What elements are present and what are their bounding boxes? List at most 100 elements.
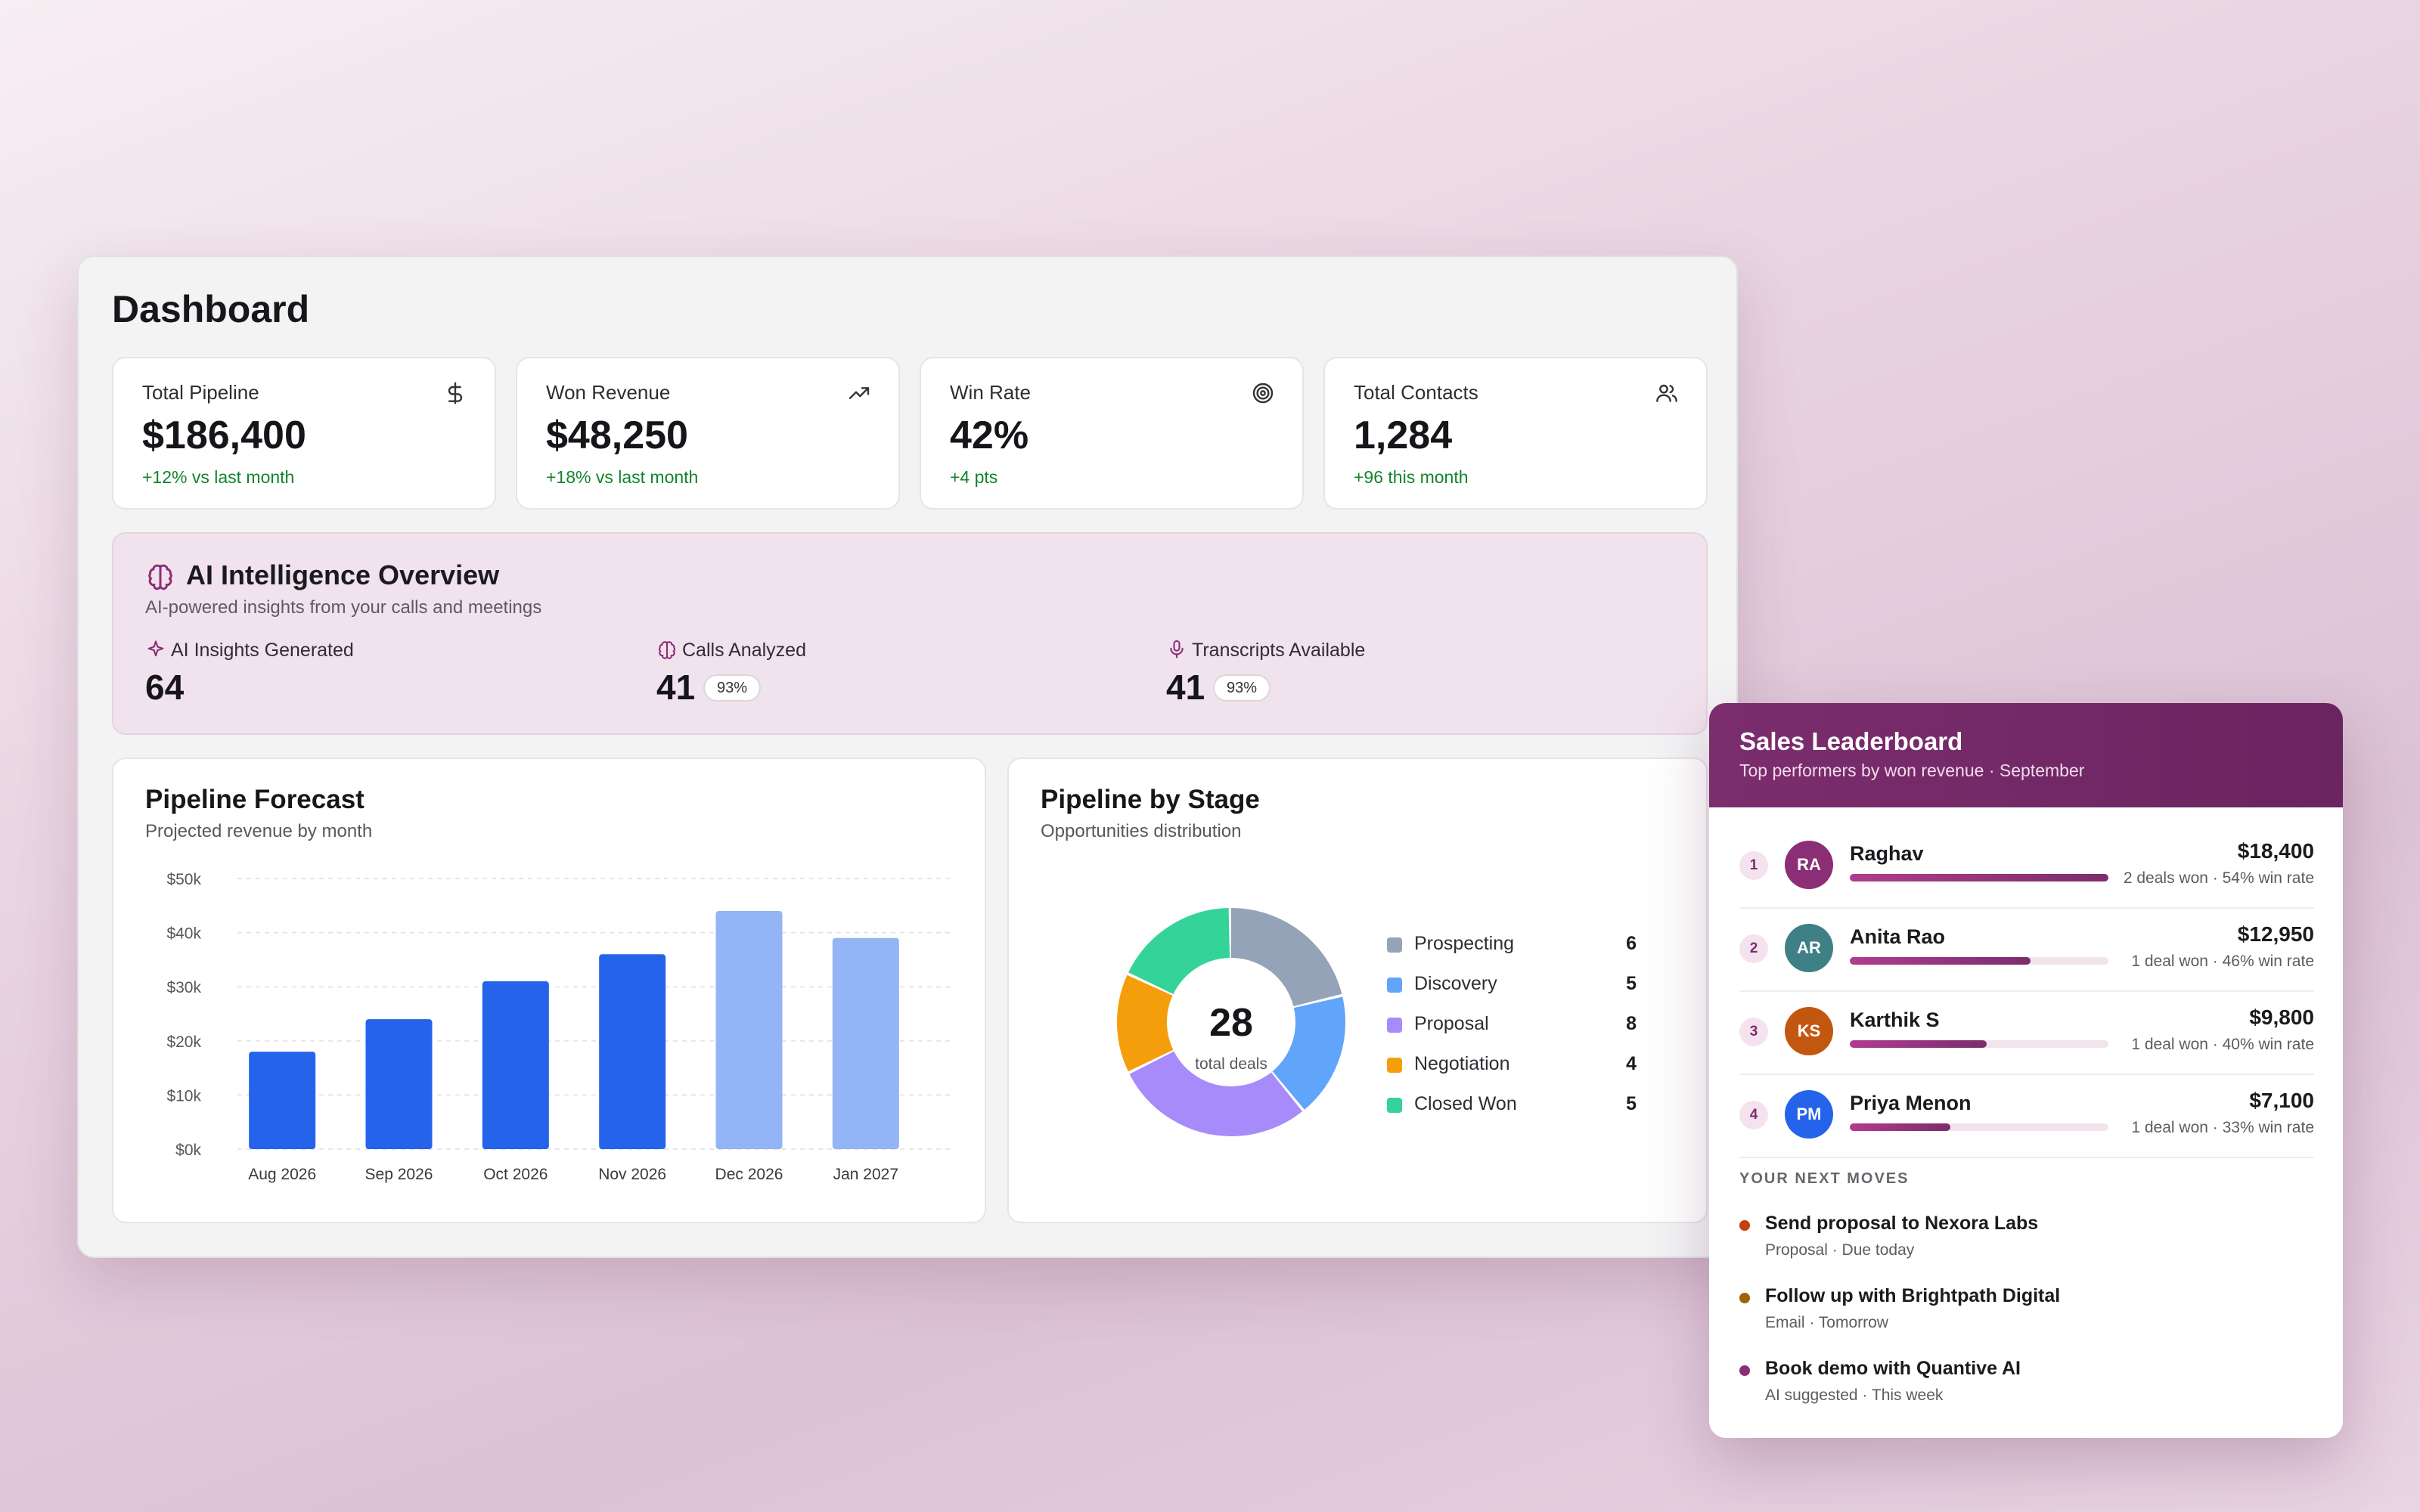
users-icon xyxy=(1656,384,1677,402)
legend-item[interactable]: Discovery 5 xyxy=(1387,970,1637,1000)
rep-amount: $12,950 xyxy=(2237,922,2314,946)
pipeline-forecast-chart: $0k $10k $20k $30k $40k $50k Aug 2026 Sep 2026 O… xyxy=(166,871,953,1183)
rank-badge: 3 xyxy=(1739,1018,1768,1046)
legend-label: Prospecting xyxy=(1414,933,1515,954)
leaderboard-row[interactable]: 1 RA Raghav $18,400 2 deals won · 54% wi… xyxy=(1709,826,2343,909)
revenue-progress-bar xyxy=(1850,1123,2108,1131)
donut-slice[interactable] xyxy=(1117,908,1345,1136)
y-tick-label: $30k xyxy=(166,979,201,996)
legend-item[interactable]: Negotiation 4 xyxy=(1387,1050,1637,1080)
leaderboard-row[interactable]: 4 PM Priya Menon $7,100 1 deal won · 33%… xyxy=(1709,1075,2343,1158)
donut-slice[interactable] xyxy=(1117,908,1345,1136)
leaderboard-title: Sales Leaderboard xyxy=(1739,727,1963,755)
kpi-card-total-pipeline[interactable]: Total Pipeline $186,400 +12% vs last mon… xyxy=(112,357,496,510)
move-dot xyxy=(1739,1220,1750,1231)
brain-icon xyxy=(659,641,675,659)
move-subtitle: Proposal · Due today xyxy=(1765,1241,1915,1259)
row-divider xyxy=(1739,907,2314,909)
legend-item[interactable]: Prospecting 6 xyxy=(1387,930,1637,960)
next-move-item[interactable]: Send proposal to Nexora Labs Proposal · … xyxy=(1739,1211,2314,1272)
page-title: Dashboard xyxy=(112,288,310,330)
forecast-bar[interactable] xyxy=(365,1019,433,1149)
card-subtitle: Opportunities distribution xyxy=(1041,821,1242,841)
move-title: Follow up with Brightpath Digital xyxy=(1765,1285,2061,1306)
next-move-item[interactable]: Follow up with Brightpath Digital Email … xyxy=(1739,1284,2314,1344)
avatar: PM xyxy=(1785,1090,1833,1139)
forecast-bar[interactable] xyxy=(482,981,549,1149)
rep-meta: 1 deal won · 40% win rate xyxy=(2131,1036,2314,1053)
move-subtitle: Email · Tomorrow xyxy=(1765,1314,1888,1331)
move-title: Send proposal to Nexora Labs xyxy=(1765,1213,2039,1234)
trending-up-icon xyxy=(849,387,870,399)
rep-amount: $18,400 xyxy=(2237,839,2314,863)
rank-badge: 4 xyxy=(1739,1101,1768,1129)
rep-meta: 1 deal won · 33% win rate xyxy=(2131,1119,2314,1136)
donut-slice[interactable] xyxy=(1117,908,1345,1136)
revenue-progress-bar xyxy=(1850,874,2108,881)
row-divider xyxy=(1739,990,2314,992)
rep-amount: $7,100 xyxy=(2249,1089,2314,1112)
leaderboard-row[interactable]: 3 KS Karthik S $9,800 1 deal won · 40% w… xyxy=(1709,992,2343,1075)
card-subtitle: Projected revenue by month xyxy=(145,821,373,841)
stat-value: 41 xyxy=(1166,668,1205,707)
move-dot xyxy=(1739,1365,1750,1376)
dashboard-window: Dashboard Total Pipeline $186,400 +12% v… xyxy=(77,256,1738,1258)
revenue-progress-fill xyxy=(1850,1040,1987,1048)
forecast-bar[interactable] xyxy=(715,910,783,1149)
kpi-delta: +18% vs last month xyxy=(546,467,699,487)
y-tick-label: $0k xyxy=(175,1142,201,1159)
rep-name: Anita Rao xyxy=(1850,925,1946,948)
leaderboard-subtitle: Top performers by won revenue · Septembe… xyxy=(1739,761,2085,780)
avatar: AR xyxy=(1785,924,1833,972)
sales-leaderboard-panel: Sales Leaderboard Top performers by won … xyxy=(1709,703,2343,1438)
kpi-card-won-revenue[interactable]: Won Revenue $48,250 +18% vs last month xyxy=(516,357,900,510)
legend-label: Proposal xyxy=(1414,1013,1489,1034)
x-tick-label: Oct 2026 xyxy=(483,1166,548,1183)
leaderboard-row[interactable]: 2 AR Anita Rao $12,950 1 deal won · 46% … xyxy=(1709,909,2343,992)
stat-value: 64 xyxy=(145,668,185,707)
kpi-card-total-contacts[interactable]: Total Contacts 1,284 +96 this month xyxy=(1323,357,1708,510)
stat-label: Calls Analyzed xyxy=(682,640,806,661)
avatar: KS xyxy=(1785,1007,1833,1055)
stat-label: AI Insights Generated xyxy=(171,640,354,661)
rep-name: Karthik S xyxy=(1850,1009,1940,1031)
legend-value: 5 xyxy=(1626,1093,1637,1114)
forecast-bar[interactable] xyxy=(249,1052,316,1149)
stat-badge: 93% xyxy=(1213,674,1271,702)
stat-label: Transcripts Available xyxy=(1192,640,1366,661)
pipeline-by-stage-card: Pipeline by Stage Opportunities distribu… xyxy=(1007,758,1708,1223)
kpi-delta: +96 this month xyxy=(1354,467,1469,487)
card-title: Pipeline by Stage xyxy=(1041,785,1260,814)
dollar-icon xyxy=(448,382,463,404)
x-tick-label: Aug 2026 xyxy=(248,1166,316,1183)
stat-badge: 93% xyxy=(703,674,762,702)
x-tick-label: Sep 2026 xyxy=(365,1166,433,1183)
x-tick-label: Nov 2026 xyxy=(598,1166,666,1183)
rank-badge: 2 xyxy=(1739,934,1768,963)
rank-badge: 1 xyxy=(1739,851,1768,880)
forecast-bar[interactable] xyxy=(832,937,899,1149)
pipeline-forecast-card: Pipeline Forecast Projected revenue by m… xyxy=(112,758,986,1223)
kpi-delta: +4 pts xyxy=(950,467,998,487)
rep-amount: $9,800 xyxy=(2249,1005,2314,1029)
forecast-bar[interactable] xyxy=(599,954,666,1149)
move-title: Book demo with Quantive AI xyxy=(1765,1358,2021,1379)
kpi-value: $186,400 xyxy=(142,414,306,457)
rep-name: Raghav xyxy=(1850,842,1924,865)
next-moves-heading: YOUR NEXT MOVES xyxy=(1739,1170,1910,1187)
move-dot xyxy=(1739,1293,1750,1303)
kpi-card-win-rate[interactable]: Win Rate 42% +4 pts xyxy=(920,357,1304,510)
legend-item[interactable]: Proposal 8 xyxy=(1387,1010,1637,1040)
donut-slice[interactable] xyxy=(1117,908,1345,1136)
revenue-progress-bar xyxy=(1850,1040,2108,1048)
legend-item[interactable]: Closed Won 5 xyxy=(1387,1090,1637,1120)
row-divider xyxy=(1739,1157,2314,1158)
kpi-label: Total Pipeline xyxy=(142,381,259,404)
legend-value: 8 xyxy=(1626,1013,1637,1034)
kpi-label: Win Rate xyxy=(950,381,1031,404)
brain-icon xyxy=(148,564,172,590)
leaderboard-header: Sales Leaderboard Top performers by won … xyxy=(1709,703,2343,807)
card-title: Pipeline Forecast xyxy=(145,785,365,814)
avatar: RA xyxy=(1785,841,1833,889)
next-move-item[interactable]: Book demo with Quantive AI AI suggested … xyxy=(1739,1356,2314,1417)
